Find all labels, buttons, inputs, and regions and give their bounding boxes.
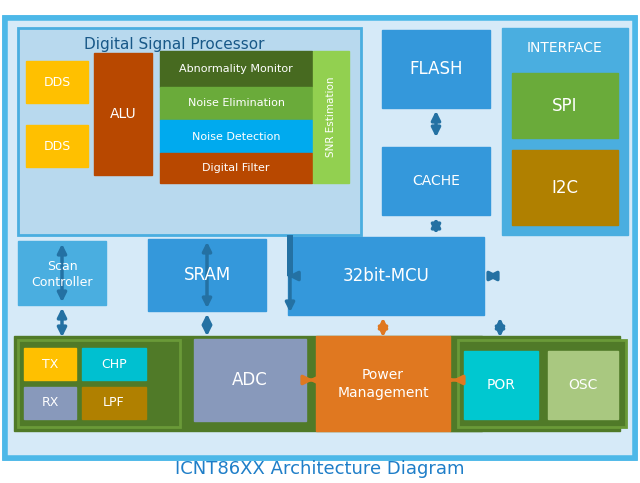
Bar xyxy=(160,87,312,120)
Text: SNR Estimation: SNR Estimation xyxy=(326,77,336,157)
Bar xyxy=(160,51,312,87)
Text: I2C: I2C xyxy=(552,179,579,197)
Bar xyxy=(26,61,88,103)
Bar xyxy=(24,387,76,419)
Bar xyxy=(382,147,490,215)
Text: OSC: OSC xyxy=(568,378,598,392)
Bar xyxy=(148,239,266,311)
Text: DDS: DDS xyxy=(44,75,70,88)
Bar xyxy=(458,340,626,427)
Text: CHP: CHP xyxy=(101,357,127,370)
Text: Management: Management xyxy=(337,386,429,400)
Text: LPF: LPF xyxy=(103,397,125,410)
Text: INTERFACE: INTERFACE xyxy=(527,41,603,55)
Bar xyxy=(512,150,618,225)
Text: Scan: Scan xyxy=(47,260,77,273)
Bar xyxy=(548,351,618,419)
Text: POR: POR xyxy=(486,378,515,392)
Bar xyxy=(82,387,146,419)
Text: FLASH: FLASH xyxy=(409,60,463,78)
Text: TX: TX xyxy=(42,357,58,370)
Bar xyxy=(287,235,293,276)
Bar xyxy=(82,348,146,380)
Text: 32bit-MCU: 32bit-MCU xyxy=(342,267,429,285)
Bar xyxy=(94,53,152,175)
Bar xyxy=(24,348,76,380)
Bar xyxy=(194,339,306,421)
Bar xyxy=(26,125,88,167)
Bar xyxy=(14,336,482,431)
Text: CACHE: CACHE xyxy=(412,174,460,188)
Text: Noise Elimination: Noise Elimination xyxy=(188,98,285,108)
Bar xyxy=(382,30,490,108)
Bar xyxy=(450,336,620,431)
Text: Abnormality Monitor: Abnormality Monitor xyxy=(179,64,293,74)
Bar xyxy=(502,28,628,235)
Text: DDS: DDS xyxy=(44,140,70,153)
Text: RX: RX xyxy=(42,397,59,410)
Bar xyxy=(313,51,349,183)
Bar xyxy=(160,153,312,183)
Text: Digital Filter: Digital Filter xyxy=(202,163,269,173)
Text: Noise Detection: Noise Detection xyxy=(192,132,280,142)
Bar xyxy=(18,340,180,427)
Bar xyxy=(18,241,106,305)
Bar xyxy=(160,120,312,153)
Text: Controller: Controller xyxy=(31,276,93,289)
Text: SRAM: SRAM xyxy=(184,266,230,284)
Bar xyxy=(288,237,484,315)
Text: ICNT86XX Architecture Diagram: ICNT86XX Architecture Diagram xyxy=(175,460,465,478)
Text: SPI: SPI xyxy=(552,97,578,115)
Text: ADC: ADC xyxy=(232,371,268,389)
Text: Digital Signal Processor: Digital Signal Processor xyxy=(84,38,265,53)
Bar xyxy=(512,73,618,138)
Text: ALU: ALU xyxy=(109,107,136,121)
Bar xyxy=(464,351,538,419)
Bar xyxy=(18,28,361,235)
Bar xyxy=(316,336,450,431)
Text: Power: Power xyxy=(362,368,404,382)
